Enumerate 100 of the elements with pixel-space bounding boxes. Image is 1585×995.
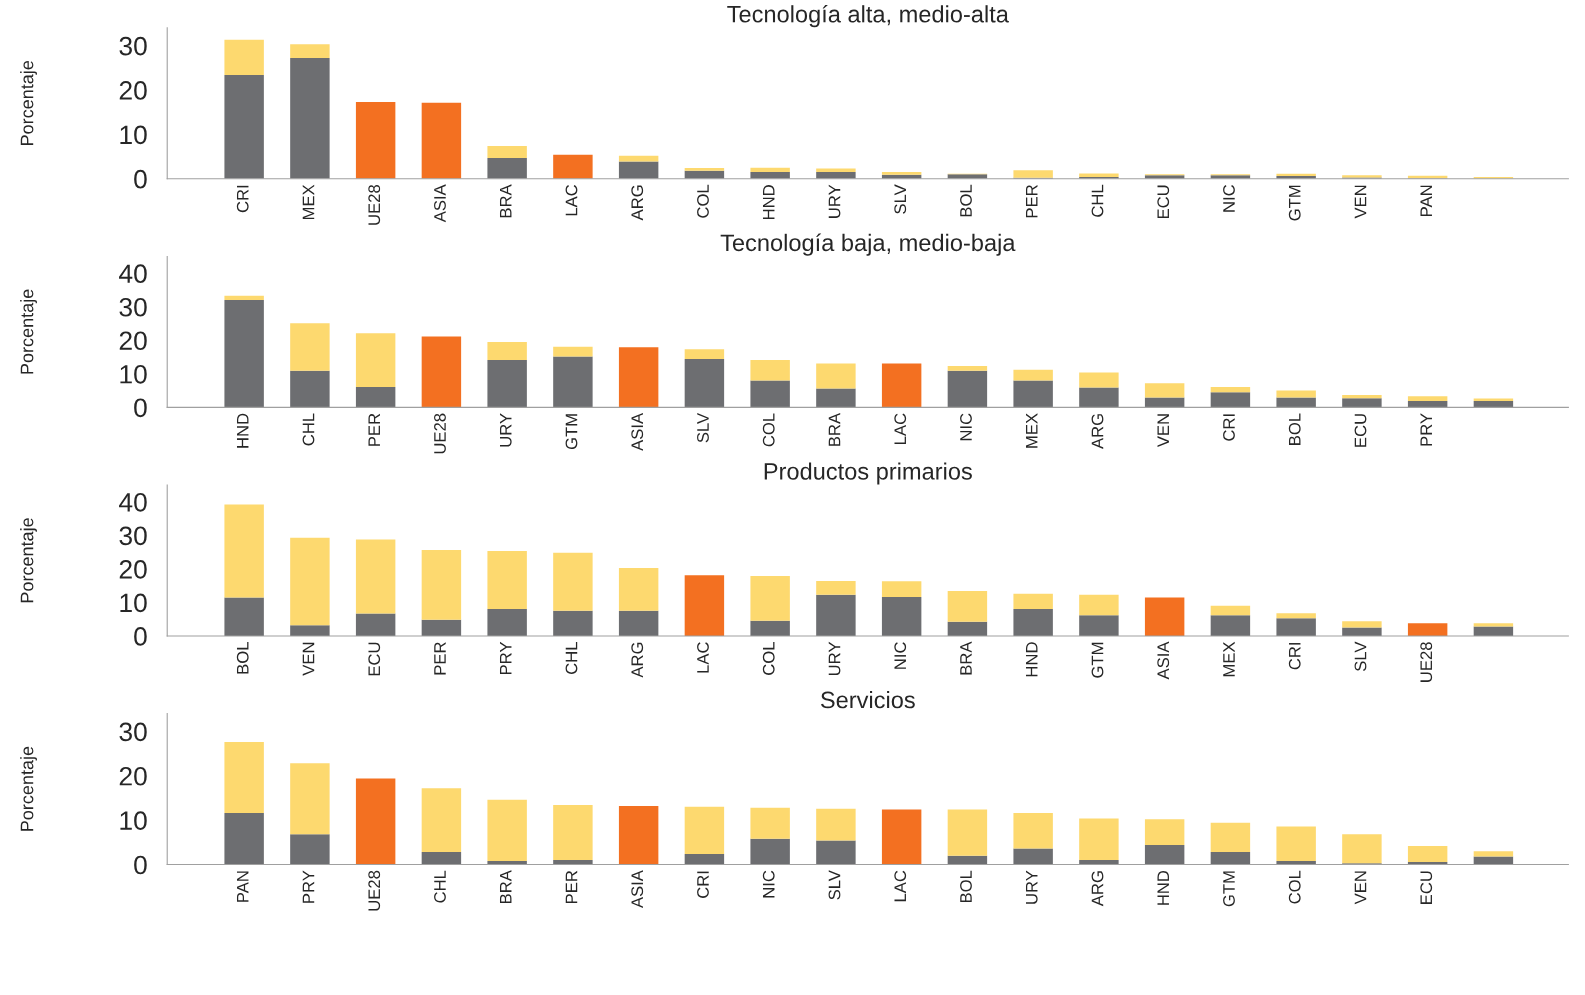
x-tick-label: LAC (894, 413, 907, 444)
x-tick-label: SLV (697, 412, 709, 443)
x-tick-label: URY (1025, 870, 1038, 904)
x-tick-label: LAC (697, 642, 709, 673)
x-tick-label: ASIA (631, 412, 644, 451)
y-tick-label: 20 (119, 81, 147, 100)
x-tick-label: HND (1025, 642, 1038, 677)
x-tick-label: NIC (1223, 184, 1235, 212)
y-tick-label: 0 (134, 169, 147, 189)
x-tick-label: VEN (1157, 414, 1169, 448)
y-tick-label: 30 (119, 36, 147, 56)
x-tick-label: PAN (1420, 185, 1432, 216)
y-tick-label: 20 (119, 766, 147, 786)
x-tick-label: ARG (1091, 871, 1104, 907)
x-tick-label: VEN (302, 642, 315, 676)
x-tick-label: BRA (960, 641, 972, 675)
x-tick-label: MEX (1223, 641, 1235, 677)
y-tick-label: 30 (119, 297, 147, 317)
x-tick-label: GTM (565, 414, 578, 450)
y-tick-label: 40 (119, 264, 147, 284)
x-tick-label: HND (1157, 870, 1169, 905)
y-axis-title: Porcentaje (20, 60, 37, 145)
y-tick-label: 10 (120, 811, 147, 830)
x-tick-label: PRY (499, 641, 512, 675)
y-tick-label: 10 (120, 125, 147, 145)
x-tick-label: ASIA (631, 870, 644, 909)
x-tick-label: CRI (697, 871, 709, 898)
x-tick-label: CRI (236, 185, 249, 213)
chart-title: Servicios (820, 691, 915, 709)
x-tick-label: PAN (236, 871, 249, 902)
x-tick-label: ASIA (1157, 641, 1170, 680)
x-tick-label: BRA (499, 870, 512, 903)
x-tick-label: CHL (434, 870, 446, 903)
x-tick-label: NIC (762, 870, 775, 898)
x-tick-label: MEX (1025, 413, 1038, 448)
x-tick-label: LAC (565, 184, 578, 216)
y-axis-title: Porcentaje (20, 746, 37, 831)
x-tick-label: NIC (894, 642, 907, 669)
x-tick-label: SLV (894, 184, 907, 214)
y-axis-title: Porcentaje (20, 289, 37, 374)
y-tick-label: 20 (119, 331, 147, 351)
x-tick-label: URY (828, 641, 841, 676)
x-tick-label: URY (828, 184, 841, 218)
x-tick-label: URY (499, 413, 512, 447)
x-tick-label: BOL (1288, 413, 1301, 445)
x-tick-label: BOL (236, 642, 249, 674)
x-tick-label: BRA (828, 412, 841, 446)
y-tick-label: 30 (119, 526, 147, 546)
x-tick-label: BOL (960, 184, 972, 217)
x-tick-label: COL (1288, 870, 1301, 904)
x-tick-label: UE28 (368, 870, 381, 911)
x-tick-label: CHL (302, 413, 315, 446)
x-tick-label: UE28 (1420, 642, 1433, 682)
x-tick-label: PER (368, 413, 380, 446)
x-tick-label: ECU (1157, 185, 1170, 219)
y-tick-label: 10 (120, 364, 147, 384)
y-tick-label: 0 (134, 855, 147, 875)
y-axis-title: Porcentaje (20, 518, 37, 603)
x-tick-label: BRA (499, 184, 512, 218)
chart-title: Tecnología alta, medio-alta (727, 4, 1009, 28)
x-tick-label: ECU (1420, 871, 1433, 904)
x-tick-label: BOL (960, 870, 972, 903)
x-tick-label: PRY (1420, 413, 1432, 446)
x-tick-label: ECU (1354, 414, 1367, 447)
x-tick-label: SLV (1354, 641, 1367, 672)
x-tick-label: VEN (1354, 185, 1367, 219)
x-tick-label: SLV (828, 870, 841, 900)
x-tick-label: CRI (1223, 414, 1235, 441)
x-tick-label: HND (762, 185, 775, 220)
x-tick-label: ARG (1091, 414, 1104, 449)
x-tick-label: ECU (368, 642, 381, 676)
x-tick-label: GTM (1091, 642, 1104, 678)
x-tick-label: LAC (894, 870, 907, 902)
x-tick-label: COL (762, 642, 775, 675)
y-tick-label: 30 (119, 722, 147, 742)
y-tick-label: 40 (119, 492, 147, 512)
x-tick-label: UE28 (368, 185, 381, 225)
x-tick-label: CRI (1288, 643, 1301, 670)
x-tick-label: GTM (1223, 871, 1235, 907)
y-tick-label: 10 (120, 593, 147, 613)
x-tick-label: CHL (1091, 184, 1104, 217)
y-tick-label: 0 (134, 398, 147, 418)
x-tick-label: COL (697, 184, 709, 218)
x-tick-label: MEX (302, 184, 315, 220)
x-tick-label: NIC (960, 413, 972, 441)
x-tick-label: GTM (1288, 185, 1301, 221)
x-tick-label: COL (762, 413, 775, 447)
chart-title: Productos primarios (764, 462, 972, 485)
x-tick-label: PER (565, 870, 578, 903)
y-tick-label: 0 (134, 627, 147, 646)
x-tick-label: ARG (631, 642, 644, 678)
x-tick-label: ARG (631, 185, 644, 221)
x-tick-label: HND (236, 413, 249, 448)
x-tick-label: PER (434, 642, 446, 675)
x-tick-label: ASIA (434, 184, 446, 223)
chart-title: Tecnología baja, medio-baja (720, 233, 1016, 256)
x-tick-label: PRY (302, 870, 315, 903)
x-tick-label: CHL (565, 642, 578, 674)
x-tick-label: VEN (1354, 871, 1367, 905)
y-tick-label: 20 (119, 560, 147, 579)
